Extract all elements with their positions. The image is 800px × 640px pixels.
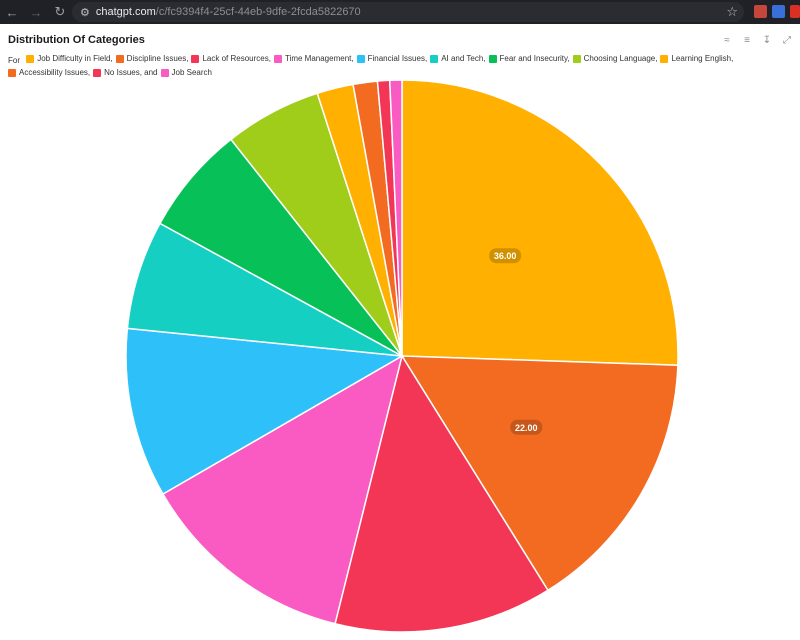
url-path: /c/fc9394f4-25cf-44eb-9dfe-2fcda5822670: [155, 6, 361, 18]
legend-swatch: [160, 69, 169, 77]
legend-label: Choosing Language,: [583, 54, 658, 63]
legend-label: Accessibility Issues,: [19, 68, 91, 77]
legend-item[interactable]: Fear and Insecurity,: [488, 53, 570, 65]
legend-label: Learning English,: [671, 54, 734, 63]
legend-swatch: [8, 69, 16, 77]
legend-label: Fear and Insecurity,: [499, 54, 570, 63]
url-text: chatgpt.com/c/fc9394f4-25cf-44eb-9dfe-2f…: [96, 6, 361, 18]
legend-label: Time Management,: [284, 54, 354, 63]
browser-toolbar: ← → ↻ ⚙ chatgpt.com/c/fc9394f4-25cf-44eb…: [0, 0, 800, 24]
site-settings-icon[interactable]: ⚙: [80, 6, 90, 19]
legend-item[interactable]: Time Management,: [273, 53, 354, 65]
pie-slice[interactable]: [334, 354, 549, 633]
url-host: chatgpt.com: [95, 6, 156, 18]
back-arrow-icon[interactable]: ←: [5, 4, 19, 20]
pie-slice[interactable]: [401, 79, 679, 366]
legend-swatch: [26, 55, 35, 63]
extension-icon[interactable]: [790, 5, 800, 18]
pie-slice[interactable]: [388, 79, 403, 357]
legend-label: Job Search: [171, 68, 212, 77]
chart-toolbar: ≈ ≡ ↧ ⤢: [720, 33, 794, 47]
filter-icon[interactable]: ≈: [724, 34, 730, 46]
legend-swatch: [572, 55, 581, 63]
legend-label: Job Difficulty in Field,: [37, 54, 113, 63]
legend-item[interactable]: Discipline Issues,: [115, 53, 189, 65]
legend-swatch: [115, 55, 124, 63]
legend-swatch: [93, 69, 102, 77]
extension-icon[interactable]: [772, 5, 785, 18]
pie-slice[interactable]: [161, 354, 404, 625]
legend-item[interactable]: Job Difficulty in Field,: [26, 53, 113, 65]
legend-swatch: [191, 55, 200, 63]
legend-swatch: [488, 55, 497, 63]
legend-item[interactable]: Learning English,: [660, 53, 733, 65]
address-bar[interactable]: ⚙ chatgpt.com/c/fc9394f4-25cf-44eb-9dfe-…: [72, 2, 744, 22]
legend-item[interactable]: Choosing Language,: [572, 53, 658, 65]
chart-legend: For Job Difficulty in Field, Discipline I…: [8, 53, 788, 81]
legend-swatch: [660, 55, 669, 63]
legend-label: Lack of Resources,: [202, 54, 271, 63]
legend-item[interactable]: Financial Issues,: [356, 53, 428, 65]
chart-title: Distribution Of Categories: [8, 34, 145, 46]
legend-item[interactable]: Lack of Resources,: [191, 53, 271, 65]
bookmark-star-icon[interactable]: ☆: [726, 4, 738, 19]
legend-item[interactable]: Job Search: [160, 67, 212, 79]
expand-icon[interactable]: ⤢: [783, 34, 791, 46]
extension-icon[interactable]: [754, 5, 767, 18]
legend-item[interactable]: No Issues, and: [93, 67, 158, 79]
legend-label: No Issues, and: [104, 68, 158, 77]
legend-item[interactable]: Accessibility Issues,: [8, 67, 90, 79]
legend-prefix: For: [8, 56, 20, 65]
legend-swatch: [356, 55, 365, 63]
legend-label: Financial Issues,: [367, 54, 428, 63]
legend-swatch: [430, 55, 439, 63]
sliders-icon[interactable]: ≡: [744, 34, 750, 46]
legend-label: AI and Tech,: [441, 54, 486, 63]
reload-icon[interactable]: ↻: [54, 4, 66, 19]
legend-swatch: [273, 55, 282, 63]
pie-slice[interactable]: [400, 355, 679, 592]
legend-item[interactable]: AI and Tech,: [430, 53, 486, 65]
forward-arrow-icon[interactable]: →: [29, 4, 43, 20]
pie-slice[interactable]: [125, 327, 405, 496]
download-icon[interactable]: ↧: [762, 34, 772, 46]
legend-label: Discipline Issues,: [126, 54, 189, 63]
